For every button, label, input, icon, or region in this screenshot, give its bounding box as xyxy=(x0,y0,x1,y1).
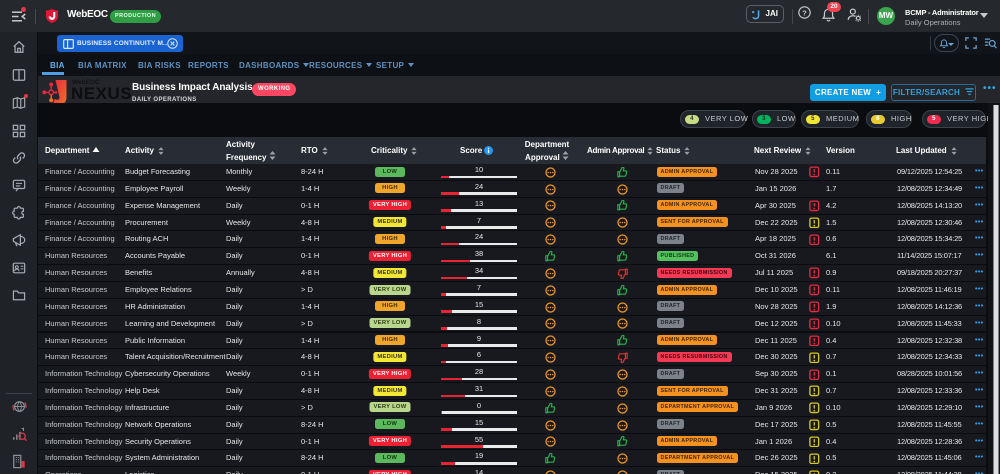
svg-text:?: ? xyxy=(802,8,807,17)
